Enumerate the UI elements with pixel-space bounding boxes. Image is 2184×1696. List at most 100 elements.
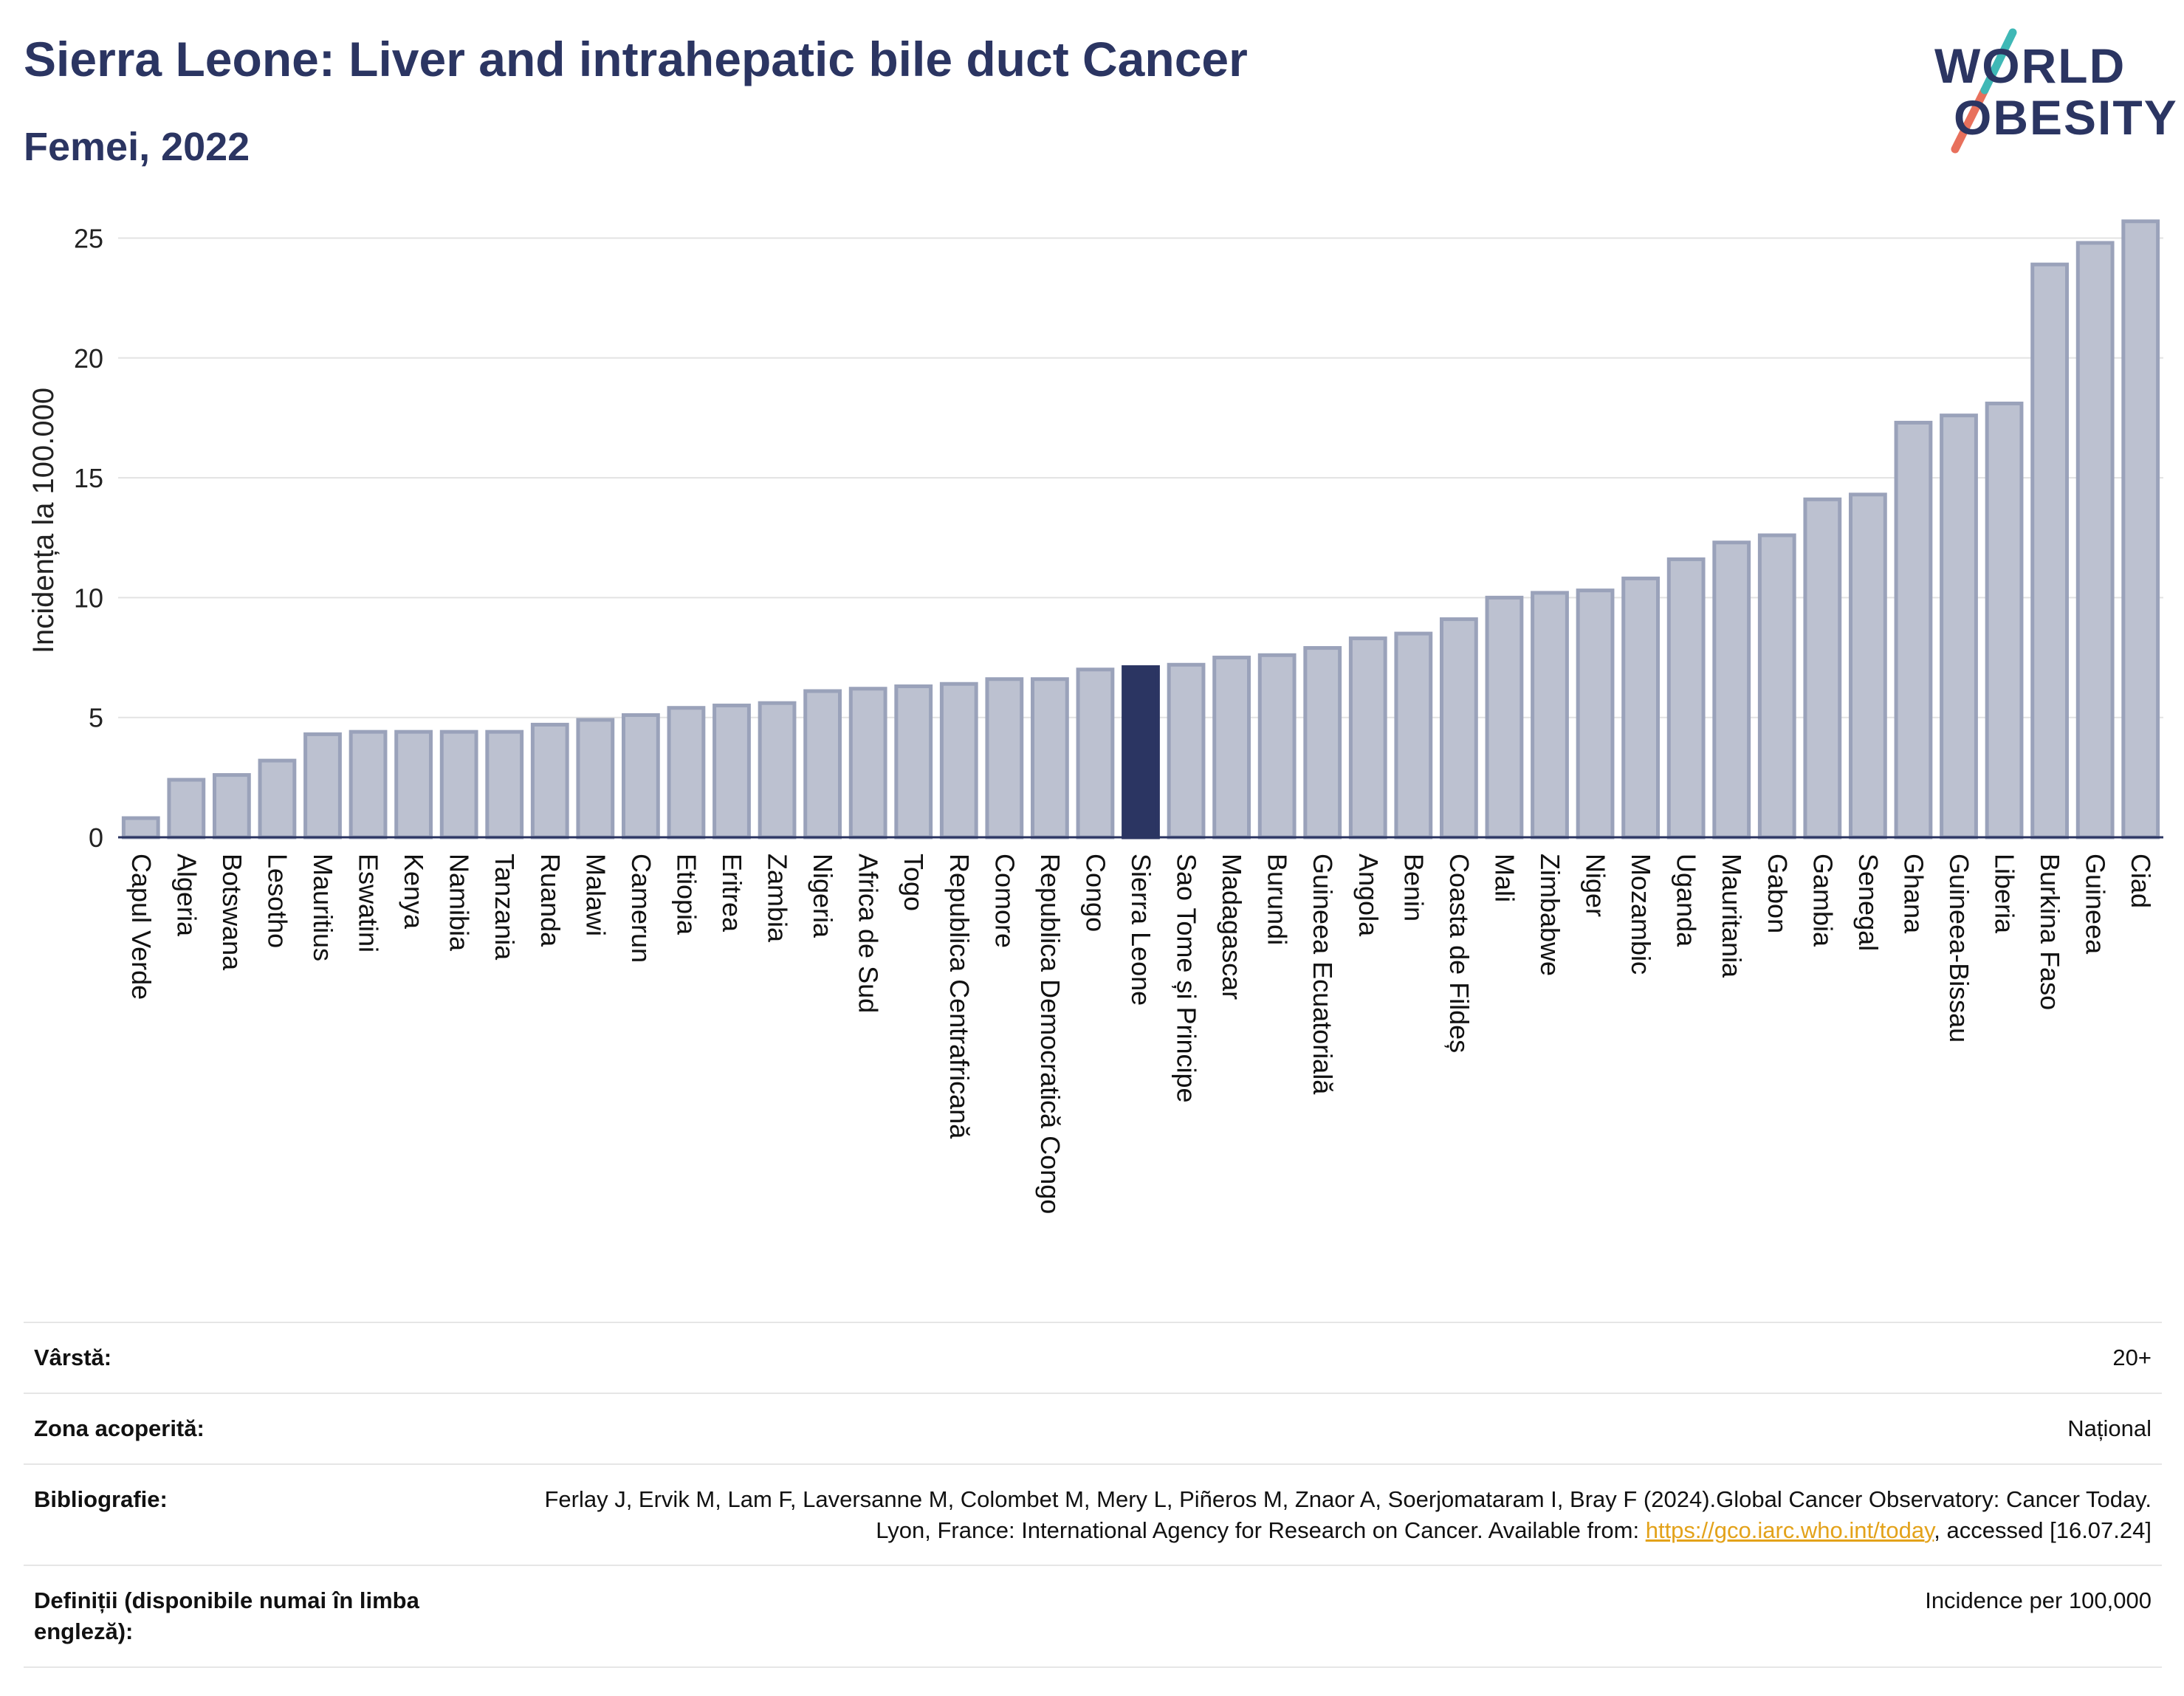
bibliography-link[interactable]: https://gco.iarc.who.int/today <box>1645 1517 1934 1543</box>
x-tick-label: Namibia <box>444 854 475 952</box>
x-tick-label: Gambia <box>1807 854 1838 947</box>
bar-senegal[interactable] <box>1848 492 1887 840</box>
bar-chart: 0 5 10 15 20 25 Capul Verde Algeria Botswana Les… <box>27 219 2163 1214</box>
x-tick-label: Nigeria <box>808 854 838 938</box>
bar-botswana[interactable] <box>212 773 251 840</box>
bar-tanzania[interactable] <box>485 729 524 840</box>
bar-benin[interactable] <box>1394 631 1433 840</box>
bars <box>118 219 2163 840</box>
bar-eswatini[interactable] <box>348 729 388 840</box>
bar-etiopia[interactable] <box>667 706 706 840</box>
bar-madagascar[interactable] <box>1212 656 1251 840</box>
x-tick-label: Mauritania <box>1717 854 1747 978</box>
bibliography-accessed: , accessed [16.07.24] <box>1934 1517 2152 1543</box>
bar-guineea-ecuatorial-[interactable] <box>1303 646 1342 840</box>
page-subtitle: Femei, 2022 <box>24 125 250 169</box>
x-tick-label: Sierra Leone <box>1126 854 1156 1006</box>
x-tick-label: Zambia <box>763 854 793 943</box>
bar-angola[interactable] <box>1348 636 1387 840</box>
definitions-label: Definiții (disponibile numai în limba en… <box>34 1587 419 1645</box>
bar-mozambic[interactable] <box>1621 576 1661 840</box>
bar-ghana[interactable] <box>1894 420 1933 840</box>
x-tick-label: Madagascar <box>1217 854 1247 1000</box>
x-tick-label: Etiopia <box>671 854 701 935</box>
bar-camerun[interactable] <box>621 713 660 840</box>
bar-gabon[interactable] <box>1757 533 1796 840</box>
bar-congo[interactable] <box>1076 667 1115 840</box>
bar-togo[interactable] <box>894 684 933 840</box>
bar-uganda[interactable] <box>1666 557 1706 840</box>
y-tick-label: 0 <box>89 823 103 853</box>
x-tick-label: Ruanda <box>535 854 566 947</box>
x-tick-label: Zimbabwe <box>1535 854 1565 976</box>
x-tick-label: Eritrea <box>717 854 747 933</box>
bar-ruanda[interactable] <box>530 722 569 840</box>
bar-republica-centrafrican-[interactable] <box>939 682 978 840</box>
bar-sao-tome-i-principe[interactable] <box>1167 662 1206 840</box>
x-tick-label: Eswatini <box>354 854 384 952</box>
x-tick-labels: Capul Verde Algeria Botswana Lesotho Mauriti… <box>126 854 2156 1214</box>
x-tick-label: Burkina Faso <box>2035 854 2065 1010</box>
y-tick-label: 10 <box>74 583 103 613</box>
age-label: Vârstă: <box>34 1345 112 1370</box>
info-row-area: Zona acoperită: Național <box>24 1393 2162 1464</box>
bar-republica-democratic-congo[interactable] <box>1030 677 1069 840</box>
bar-zimbabwe[interactable] <box>1531 591 1569 840</box>
y-tick-labels: 0 5 10 15 20 25 <box>74 223 103 853</box>
bar-burkina-faso[interactable] <box>2030 262 2070 840</box>
x-tick-label: Uganda <box>1672 854 1702 947</box>
bar-comore[interactable] <box>985 677 1024 840</box>
x-tick-label: Guineea Ecuatorială <box>1308 854 1338 1095</box>
y-tick-label: 5 <box>89 703 103 733</box>
bar-burundi[interactable] <box>1257 653 1297 840</box>
bar-guineea[interactable] <box>2075 241 2115 840</box>
bar-coasta-de-filde-[interactable] <box>1439 617 1478 840</box>
bar-zambia[interactable] <box>758 701 797 840</box>
area-label: Zona acoperită: <box>34 1415 205 1441</box>
x-tick-label: Guineea-Bissau <box>1944 854 1974 1043</box>
x-tick-label: Ghana <box>1898 854 1929 934</box>
y-tick-label: 20 <box>74 343 103 374</box>
x-tick-label: Mali <box>1489 854 1519 902</box>
x-tick-label: Gabon <box>1762 854 1793 933</box>
x-tick-label: Coasta de Fildeș <box>1444 854 1474 1053</box>
bar-ciad[interactable] <box>2121 219 2160 840</box>
bar-eritrea[interactable] <box>712 703 751 840</box>
info-table: Vârstă: 20+ Zona acoperită: Național Bib… <box>24 1322 2162 1668</box>
info-row-definitions: Definiții (disponibile numai în limba en… <box>24 1565 2162 1668</box>
bar-algeria[interactable] <box>167 777 206 840</box>
world-obesity-logo[interactable]: WORLD OBESITY <box>1927 22 2177 155</box>
x-tick-label: Tanzania <box>490 854 520 961</box>
y-tick-label: 25 <box>74 223 103 253</box>
bar-mali[interactable] <box>1485 595 1524 840</box>
x-tick-label: Liberia <box>1990 854 2020 934</box>
x-tick-label: Camerun <box>626 854 656 963</box>
bar-namibia[interactable] <box>439 729 478 840</box>
bar-gambia[interactable] <box>1803 497 1842 840</box>
bar-sierra-leone[interactable] <box>1122 665 1160 840</box>
page-title: Sierra Leone: Liver and intrahepatic bil… <box>24 32 1248 86</box>
x-tick-label: Ciad <box>2126 854 2156 908</box>
x-tick-label: Republica Democratică Congo <box>1035 854 1065 1214</box>
bar-capul-verde[interactable] <box>121 816 160 840</box>
bar-africa-de-sud[interactable] <box>848 687 887 840</box>
x-tick-label: Botswana <box>217 854 247 971</box>
bar-kenya[interactable] <box>394 729 433 840</box>
x-tick-label: Congo <box>1080 854 1110 932</box>
bar-mauritius[interactable] <box>303 732 342 840</box>
logo-slash-icon <box>1951 28 2017 154</box>
logo-text-world: WORLD <box>1934 38 2126 93</box>
x-tick-label: Comore <box>989 854 1020 948</box>
bar-nigeria[interactable] <box>803 689 842 840</box>
bar-lesotho[interactable] <box>258 758 297 840</box>
bar-liberia[interactable] <box>1985 401 2024 840</box>
bar-guineea-bissau[interactable] <box>1940 413 1978 840</box>
bar-mauritania[interactable] <box>1712 540 1751 840</box>
definitions-value: Incidence per 100,000 <box>1925 1587 2152 1614</box>
x-tick-label: Mozambic <box>1626 854 1656 975</box>
bar-niger[interactable] <box>1576 588 1615 840</box>
x-tick-label: Mauritius <box>308 854 338 961</box>
bar-malawi[interactable] <box>576 718 615 840</box>
bibliography-text: Ferlay J, Ervik M, Lam F, Laversanne M, … <box>544 1486 2152 1543</box>
x-tick-label: Algeria <box>171 854 202 937</box>
